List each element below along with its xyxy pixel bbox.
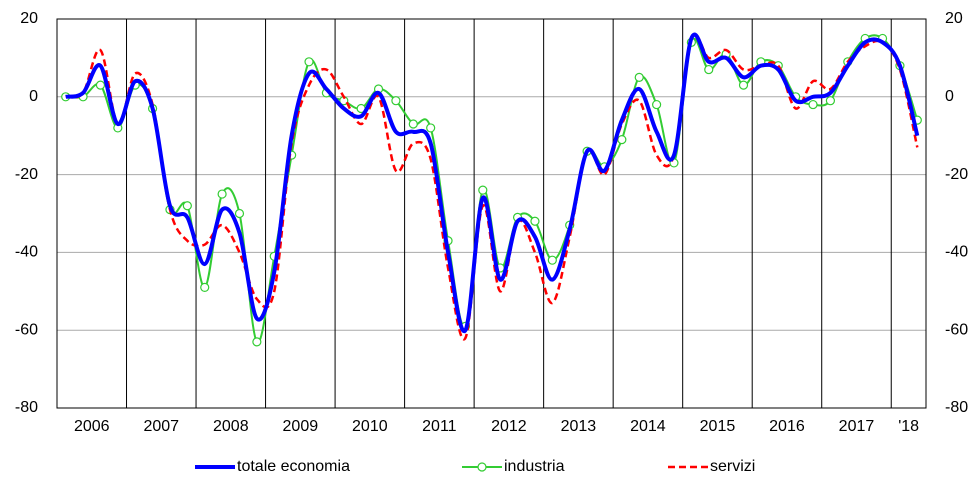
series-marker (234, 208, 245, 219)
x-tick-label: 2006 (74, 418, 110, 435)
series-marker (530, 216, 540, 226)
series-line (65, 34, 919, 344)
series-marker (617, 134, 627, 145)
series-marker (217, 189, 227, 199)
legend-label: industria (504, 458, 565, 475)
series-marker (704, 64, 714, 75)
plot-frame (56, 18, 927, 409)
series-marker (652, 99, 662, 110)
series-marker (200, 282, 210, 293)
y-tick-label: 0 (29, 88, 38, 105)
y-tick-label: -20 (15, 166, 38, 183)
x-tick-label: 2017 (839, 418, 875, 435)
series-marker (252, 337, 262, 347)
series-marker (478, 185, 488, 195)
legend-label: servizi (710, 458, 755, 475)
x-tick-label: 2010 (352, 418, 388, 435)
legend-marker (477, 462, 487, 472)
series-marker (304, 57, 314, 67)
y2-tick-label: -40 (945, 244, 968, 261)
y2-tick-label: -60 (945, 321, 968, 338)
series-marker (547, 255, 557, 265)
x-tick-label: 2016 (769, 418, 805, 435)
x-tick-label: 2013 (561, 418, 597, 435)
legend-label: totale economia (237, 458, 350, 475)
y2-tick-label: -20 (945, 166, 968, 183)
series-line (65, 33, 919, 341)
series-marker (408, 119, 418, 129)
series-marker (426, 123, 436, 133)
series-marker (738, 80, 749, 90)
series-marker (95, 80, 106, 90)
y2-tick-label: -80 (945, 399, 968, 416)
series-marker (634, 72, 644, 82)
y-tick-label: -60 (15, 321, 38, 338)
x-tick-label: 2007 (143, 418, 179, 435)
y-tick-label: -80 (15, 399, 38, 416)
y2-tick-label: 0 (945, 88, 954, 105)
y2-tick-label: 20 (945, 10, 963, 27)
series-line (65, 32, 920, 334)
x-tick-label: 2012 (491, 418, 527, 435)
x-tick-label: 2015 (700, 418, 736, 435)
x-tick-label: 2009 (283, 418, 319, 435)
series-marker (182, 201, 192, 211)
series-marker (825, 96, 836, 106)
y-tick-label: 20 (20, 10, 38, 27)
x-tick-label: 2008 (213, 418, 249, 435)
series-marker (391, 96, 401, 106)
y-tick-label: -40 (15, 244, 38, 261)
series-marker (808, 99, 818, 110)
x-tick-label: 2014 (630, 418, 666, 435)
x-tick-label: '18 (898, 418, 919, 435)
x-tick-label: 2011 (422, 418, 457, 435)
